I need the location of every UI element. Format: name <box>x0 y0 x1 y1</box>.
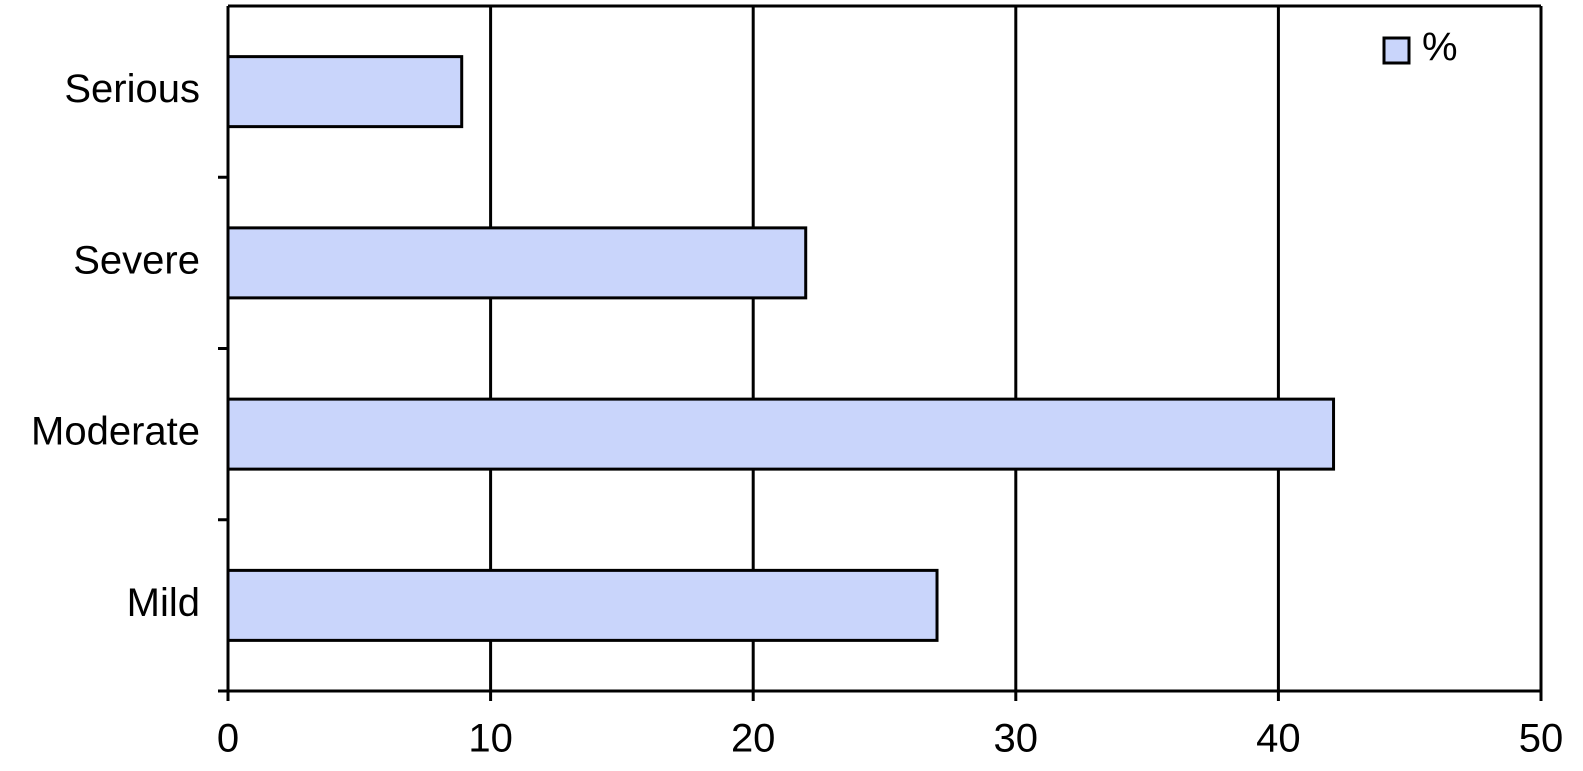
x-tick-label: 20 <box>731 717 776 761</box>
bar <box>226 226 808 300</box>
y-tick-label: Serious <box>64 67 200 111</box>
bar <box>226 55 464 129</box>
x-tick-label: 0 <box>217 717 239 761</box>
legend-swatch <box>1382 36 1411 65</box>
x-tick-label: 50 <box>1519 717 1564 761</box>
y-tick-label: Moderate <box>31 410 200 454</box>
bar <box>226 397 1336 471</box>
bar <box>226 568 939 642</box>
x-tick-label: 30 <box>994 717 1039 761</box>
y-tick-label: Mild <box>127 581 200 625</box>
x-tick-label: 40 <box>1256 717 1301 761</box>
y-tick-label: Severe <box>73 238 200 282</box>
x-tick-label: 10 <box>468 717 513 761</box>
legend-label: % <box>1422 26 1458 70</box>
